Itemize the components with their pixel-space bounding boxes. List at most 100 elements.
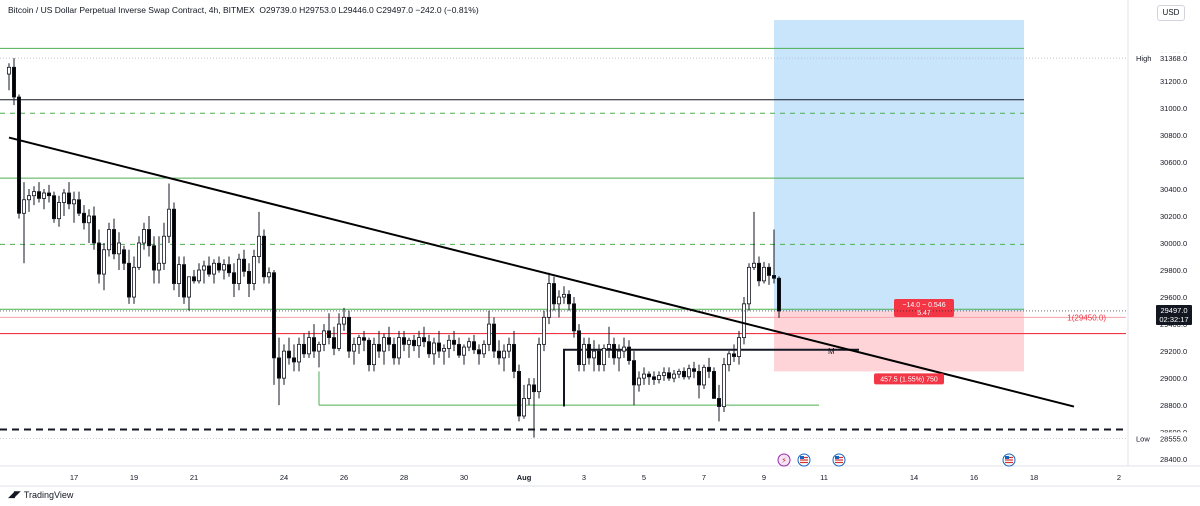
candle bbox=[476, 349, 481, 355]
candle bbox=[712, 370, 717, 399]
candle bbox=[687, 368, 692, 378]
candle bbox=[592, 350, 597, 359]
candle bbox=[491, 323, 496, 352]
candle bbox=[72, 199, 77, 205]
x-tick-label: 30 bbox=[460, 473, 468, 482]
marker-M: M bbox=[828, 347, 835, 356]
candle bbox=[306, 337, 311, 355]
candle bbox=[341, 316, 346, 325]
y-tick-label: 30400.0 bbox=[1160, 185, 1187, 194]
candle bbox=[251, 256, 256, 284]
candles-group bbox=[7, 58, 782, 438]
candle bbox=[431, 342, 436, 355]
tradingview-logo[interactable]: ◢◤ TradingView bbox=[8, 489, 73, 500]
candle bbox=[657, 375, 662, 380]
candle bbox=[32, 191, 37, 197]
candle bbox=[582, 343, 587, 366]
candle bbox=[702, 366, 707, 386]
x-tick-label: 11 bbox=[820, 473, 828, 482]
candle bbox=[436, 342, 441, 352]
candle bbox=[486, 323, 491, 345]
flag-canton bbox=[1005, 456, 1009, 459]
high-label: High bbox=[1136, 54, 1151, 63]
y-tick-label: 30200.0 bbox=[1160, 212, 1187, 221]
candle bbox=[146, 229, 151, 247]
candle bbox=[336, 323, 341, 349]
candle bbox=[682, 370, 687, 378]
x-tick-label: 28 bbox=[400, 473, 408, 482]
position-label-box bbox=[894, 298, 954, 317]
candle bbox=[426, 341, 431, 355]
candle bbox=[346, 316, 351, 352]
x-tick-label: 26 bbox=[340, 473, 348, 482]
candle bbox=[117, 242, 122, 255]
candle bbox=[11, 66, 16, 98]
candle bbox=[67, 192, 72, 205]
candle bbox=[47, 192, 52, 197]
candle bbox=[186, 276, 191, 298]
bolt-glyph: ⚡ bbox=[781, 456, 787, 465]
y-tick-label: 29200.0 bbox=[1160, 347, 1187, 356]
y-tick-label: 28400.0 bbox=[1160, 455, 1187, 464]
candle bbox=[717, 398, 722, 407]
target-zone bbox=[774, 20, 1024, 311]
candle bbox=[366, 339, 371, 366]
candle bbox=[296, 343, 301, 363]
candle bbox=[466, 341, 471, 348]
candle bbox=[401, 337, 406, 345]
candle bbox=[637, 377, 642, 386]
candle bbox=[647, 373, 652, 378]
candle bbox=[742, 303, 747, 339]
x-tick-label: 7 bbox=[702, 473, 706, 482]
candle bbox=[471, 341, 476, 351]
candle bbox=[662, 372, 667, 376]
candle bbox=[391, 343, 396, 359]
candle bbox=[451, 339, 456, 345]
candle bbox=[261, 235, 266, 278]
candle bbox=[92, 215, 97, 244]
position-label-top: −14.0 − 0.546 bbox=[902, 302, 945, 309]
low-label: Low bbox=[1136, 434, 1150, 443]
candle bbox=[216, 262, 221, 271]
y-tick-label: 30000.0 bbox=[1160, 239, 1187, 248]
candle bbox=[77, 199, 82, 214]
interval-label[interactable]: 4h bbox=[208, 5, 219, 15]
candle bbox=[7, 66, 12, 75]
flag-canton bbox=[835, 456, 839, 459]
stop-label: 457.5 (1.55%) 750 bbox=[880, 376, 938, 383]
candle bbox=[21, 199, 26, 214]
candle bbox=[627, 346, 632, 361]
candle bbox=[622, 346, 627, 352]
candle bbox=[161, 235, 166, 264]
price-axis-bg bbox=[1128, 0, 1200, 506]
candle bbox=[677, 370, 682, 375]
x-tick-label: Aug bbox=[517, 473, 532, 482]
exchange-label: BITMEX bbox=[223, 5, 255, 15]
y-tick-label: 30600.0 bbox=[1160, 158, 1187, 167]
stop-label-box bbox=[874, 373, 944, 385]
candle bbox=[166, 208, 171, 237]
candle bbox=[291, 357, 296, 363]
candle bbox=[301, 343, 306, 355]
x-tick-label: 5 bbox=[642, 473, 646, 482]
x-tick-label: 21 bbox=[190, 473, 198, 482]
symbol-title[interactable]: Bitcoin / US Dollar Perpetual Inverse Sw… bbox=[8, 5, 205, 15]
candle bbox=[381, 337, 386, 352]
candle bbox=[376, 343, 381, 352]
ohlc-values: O29739.0 H29753.0 L29446.0 C29497.0 −242… bbox=[259, 5, 479, 15]
candle bbox=[672, 373, 677, 379]
candle bbox=[767, 266, 772, 276]
candle bbox=[256, 235, 261, 257]
currency-button[interactable]: USD bbox=[1157, 5, 1185, 21]
candle bbox=[501, 350, 506, 359]
candle bbox=[281, 350, 286, 379]
candle bbox=[112, 229, 117, 255]
candle bbox=[127, 262, 132, 298]
candle bbox=[777, 277, 782, 312]
candle bbox=[532, 384, 537, 393]
candle bbox=[151, 245, 156, 271]
candle bbox=[692, 368, 697, 372]
y-tick-label: 31200.0 bbox=[1160, 77, 1187, 86]
